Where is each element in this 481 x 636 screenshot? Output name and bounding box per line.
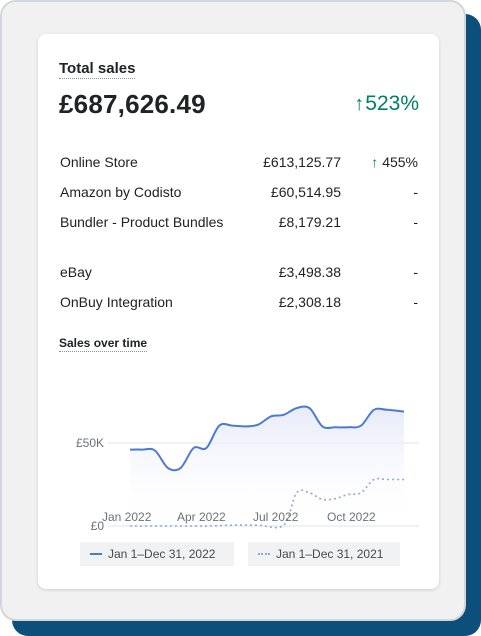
- card-title[interactable]: Total sales: [59, 60, 136, 79]
- x-tick-label: Jul 2022: [253, 510, 299, 524]
- channel-name: OnBuy Integration: [60, 294, 173, 310]
- series-line-2021: [130, 477, 404, 529]
- channel-amount: £60,514.95: [270, 184, 341, 200]
- total-sales-card: Total sales £687,626.49 ↑ 523% Online St…: [38, 34, 439, 589]
- channel-change: -: [413, 184, 418, 200]
- channel-change: ↑ 455%: [371, 152, 418, 173]
- legend-item-2021[interactable]: Jan 1–Dec 31, 2021: [248, 542, 400, 566]
- series-area-2022: [130, 406, 404, 526]
- app-frame: Total sales £687,626.49 ↑ 523% Online St…: [0, 0, 466, 621]
- channel-name: Amazon by Codisto: [60, 184, 182, 200]
- channel-change: -: [413, 214, 418, 230]
- sales-over-time-chart: £50K £0: [76, 405, 419, 533]
- legend-label: Jan 1–Dec 31, 2022: [108, 547, 216, 561]
- total-sales-change: ↑ 523%: [354, 92, 419, 116]
- legend-solid-line-icon: [90, 553, 102, 555]
- total-change-value: 523%: [365, 92, 419, 115]
- channel-amount: £613,125.77: [263, 154, 341, 170]
- y-tick-label: £50K: [76, 436, 104, 450]
- channel-name: Bundler - Product Bundles: [60, 214, 224, 230]
- chart-title[interactable]: Sales over time: [59, 336, 148, 352]
- total-sales-value: £687,626.49: [59, 89, 206, 119]
- channel-change-value: 455%: [382, 154, 418, 170]
- legend-label: Jan 1–Dec 31, 2021: [276, 547, 384, 561]
- channel-amount: £8,179.21: [278, 214, 341, 230]
- y-tick-label: £0: [91, 519, 105, 533]
- arrow-up-icon: ↑: [354, 92, 365, 115]
- legend-dotted-line-icon: [258, 553, 270, 555]
- series-line-2022: [129, 405, 405, 472]
- arrow-up-icon: ↑: [371, 154, 379, 170]
- legend-item-2022[interactable]: Jan 1–Dec 31, 2022: [80, 542, 234, 566]
- x-axis: Jan 2022 Apr 2022 Jul 2022 Oct 2022: [38, 510, 439, 530]
- x-tick-label: Oct 2022: [327, 510, 376, 524]
- channel-name: eBay: [60, 264, 92, 280]
- x-tick-label: Apr 2022: [177, 510, 226, 524]
- channel-amount: £2,308.18: [278, 294, 341, 310]
- x-tick-label: Jan 2022: [102, 510, 152, 524]
- channel-amount: £3,498.38: [278, 264, 341, 280]
- channel-name: Online Store: [60, 154, 138, 170]
- channel-change: -: [413, 294, 418, 310]
- channel-change: -: [413, 264, 418, 280]
